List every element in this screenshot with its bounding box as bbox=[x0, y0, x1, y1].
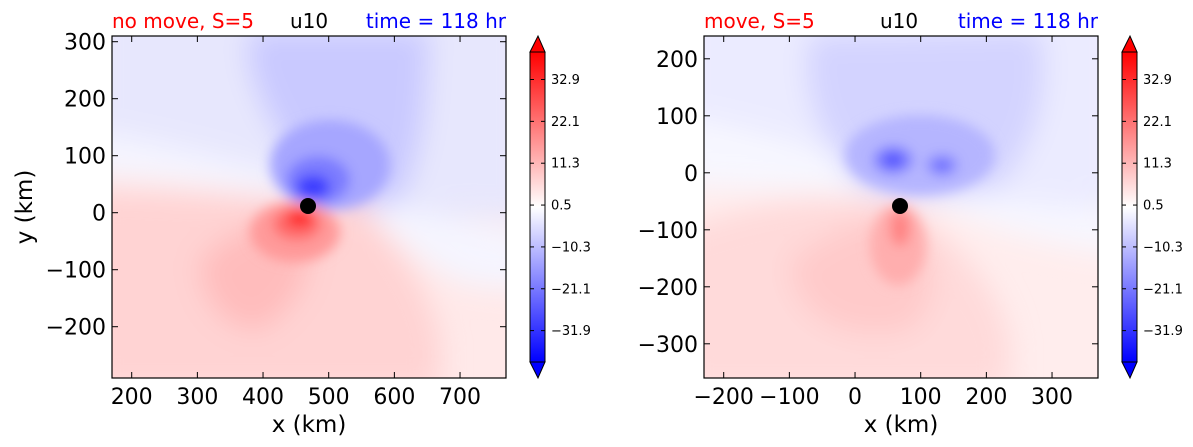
left-colorbar-tick-label: −21.1 bbox=[551, 282, 591, 297]
left-y-axis-label: y (km) bbox=[12, 170, 38, 245]
left-y-tick-label: −200 bbox=[46, 316, 106, 341]
left-storm-center-marker bbox=[300, 198, 316, 214]
right-colorbar-tick-label: 0.5 bbox=[1143, 199, 1164, 214]
left-colorbar-extend-bottom bbox=[529, 361, 546, 380]
right-colorbar-tick-label: −10.3 bbox=[1143, 240, 1183, 255]
right-x-tick-label: −200 bbox=[693, 385, 753, 410]
left-y-tick-label: 0 bbox=[92, 202, 106, 227]
left-x-tick-label: 700 bbox=[439, 385, 481, 410]
left-colorbar-body bbox=[529, 51, 546, 363]
right-x-tick-label: 300 bbox=[1031, 385, 1073, 410]
right-y-tick-label: 0 bbox=[684, 162, 698, 187]
left-colorbar-extend-top bbox=[529, 34, 546, 53]
right-colorbar: 32.9 22.1 11.3 0.5 −10.3 −21.1 −31.9 bbox=[1121, 34, 1183, 380]
right-x-tick-label: 200 bbox=[965, 385, 1007, 410]
left-x-tick-label: 200 bbox=[111, 385, 153, 410]
right-colorbar-body bbox=[1121, 51, 1138, 363]
left-y-tick-label: 100 bbox=[64, 145, 106, 170]
left-panel: no move, S=5 u10 time = 118 hr 20 bbox=[12, 9, 591, 438]
left-axes: 200 300 400 500 600 700 −200 −100 0 100 200 300 bbox=[46, 31, 506, 410]
left-colorbar-tick-label: 22.1 bbox=[551, 115, 580, 130]
left-colorbar-tick-label: −10.3 bbox=[551, 240, 591, 255]
left-x-tick-label: 600 bbox=[373, 385, 415, 410]
left-x-tick-label: 500 bbox=[308, 385, 350, 410]
right-title-time: time = 118 hr bbox=[958, 9, 1099, 33]
left-x-tick-label: 400 bbox=[242, 385, 284, 410]
right-x-tick-label: −100 bbox=[759, 385, 819, 410]
left-y-tick-label: 300 bbox=[64, 31, 106, 56]
right-colorbar-tick-label: 22.1 bbox=[1143, 115, 1172, 130]
left-colorbar-tick-label: −31.9 bbox=[551, 324, 591, 339]
left-field bbox=[112, 36, 506, 378]
right-y-tick-label: −100 bbox=[638, 219, 698, 244]
right-x-axis-label: x (km) bbox=[864, 412, 939, 438]
left-colorbar-tick-label: 11.3 bbox=[551, 157, 580, 172]
left-colorbar: 32.9 22.1 11.3 0.5 −10.3 −21.1 −31.9 bbox=[529, 34, 591, 380]
right-colorbar-extend-bottom bbox=[1121, 361, 1138, 380]
right-y-tick-label: 200 bbox=[656, 48, 698, 73]
right-x-tick-label: 0 bbox=[848, 385, 862, 410]
right-colorbar-tick-label: 32.9 bbox=[1143, 73, 1172, 88]
right-storm-center-marker bbox=[892, 198, 908, 214]
right-title-variable: u10 bbox=[880, 9, 918, 33]
left-x-tick-label: 300 bbox=[176, 385, 218, 410]
left-title-variable: u10 bbox=[290, 9, 328, 33]
right-y-tick-label: −300 bbox=[638, 333, 698, 358]
left-colorbar-tick-label: 32.9 bbox=[551, 73, 580, 88]
right-plot-frame bbox=[703, 35, 1099, 379]
right-colorbar-tick-label: −21.1 bbox=[1143, 282, 1183, 297]
left-title-time: time = 118 hr bbox=[366, 9, 507, 33]
left-x-axis-label: x (km) bbox=[272, 412, 347, 438]
right-colorbar-tick-label: 11.3 bbox=[1143, 157, 1172, 172]
right-field bbox=[704, 36, 1098, 378]
left-plot-frame bbox=[111, 35, 507, 379]
right-colorbar-extend-top bbox=[1121, 34, 1138, 53]
right-y-tick-label: 100 bbox=[656, 105, 698, 130]
left-title-run: no move, S=5 bbox=[112, 9, 254, 33]
right-y-tick-label: −200 bbox=[638, 276, 698, 301]
left-colorbar-tick-label: 0.5 bbox=[551, 199, 572, 214]
right-panel: move, S=5 u10 time = 118 hr bbox=[638, 9, 1183, 438]
left-y-tick-label: −100 bbox=[46, 259, 106, 284]
left-y-tick-label: 200 bbox=[64, 88, 106, 113]
right-x-tick-label: 100 bbox=[900, 385, 942, 410]
right-colorbar-tick-label: −31.9 bbox=[1143, 324, 1183, 339]
right-title-run: move, S=5 bbox=[704, 9, 815, 33]
